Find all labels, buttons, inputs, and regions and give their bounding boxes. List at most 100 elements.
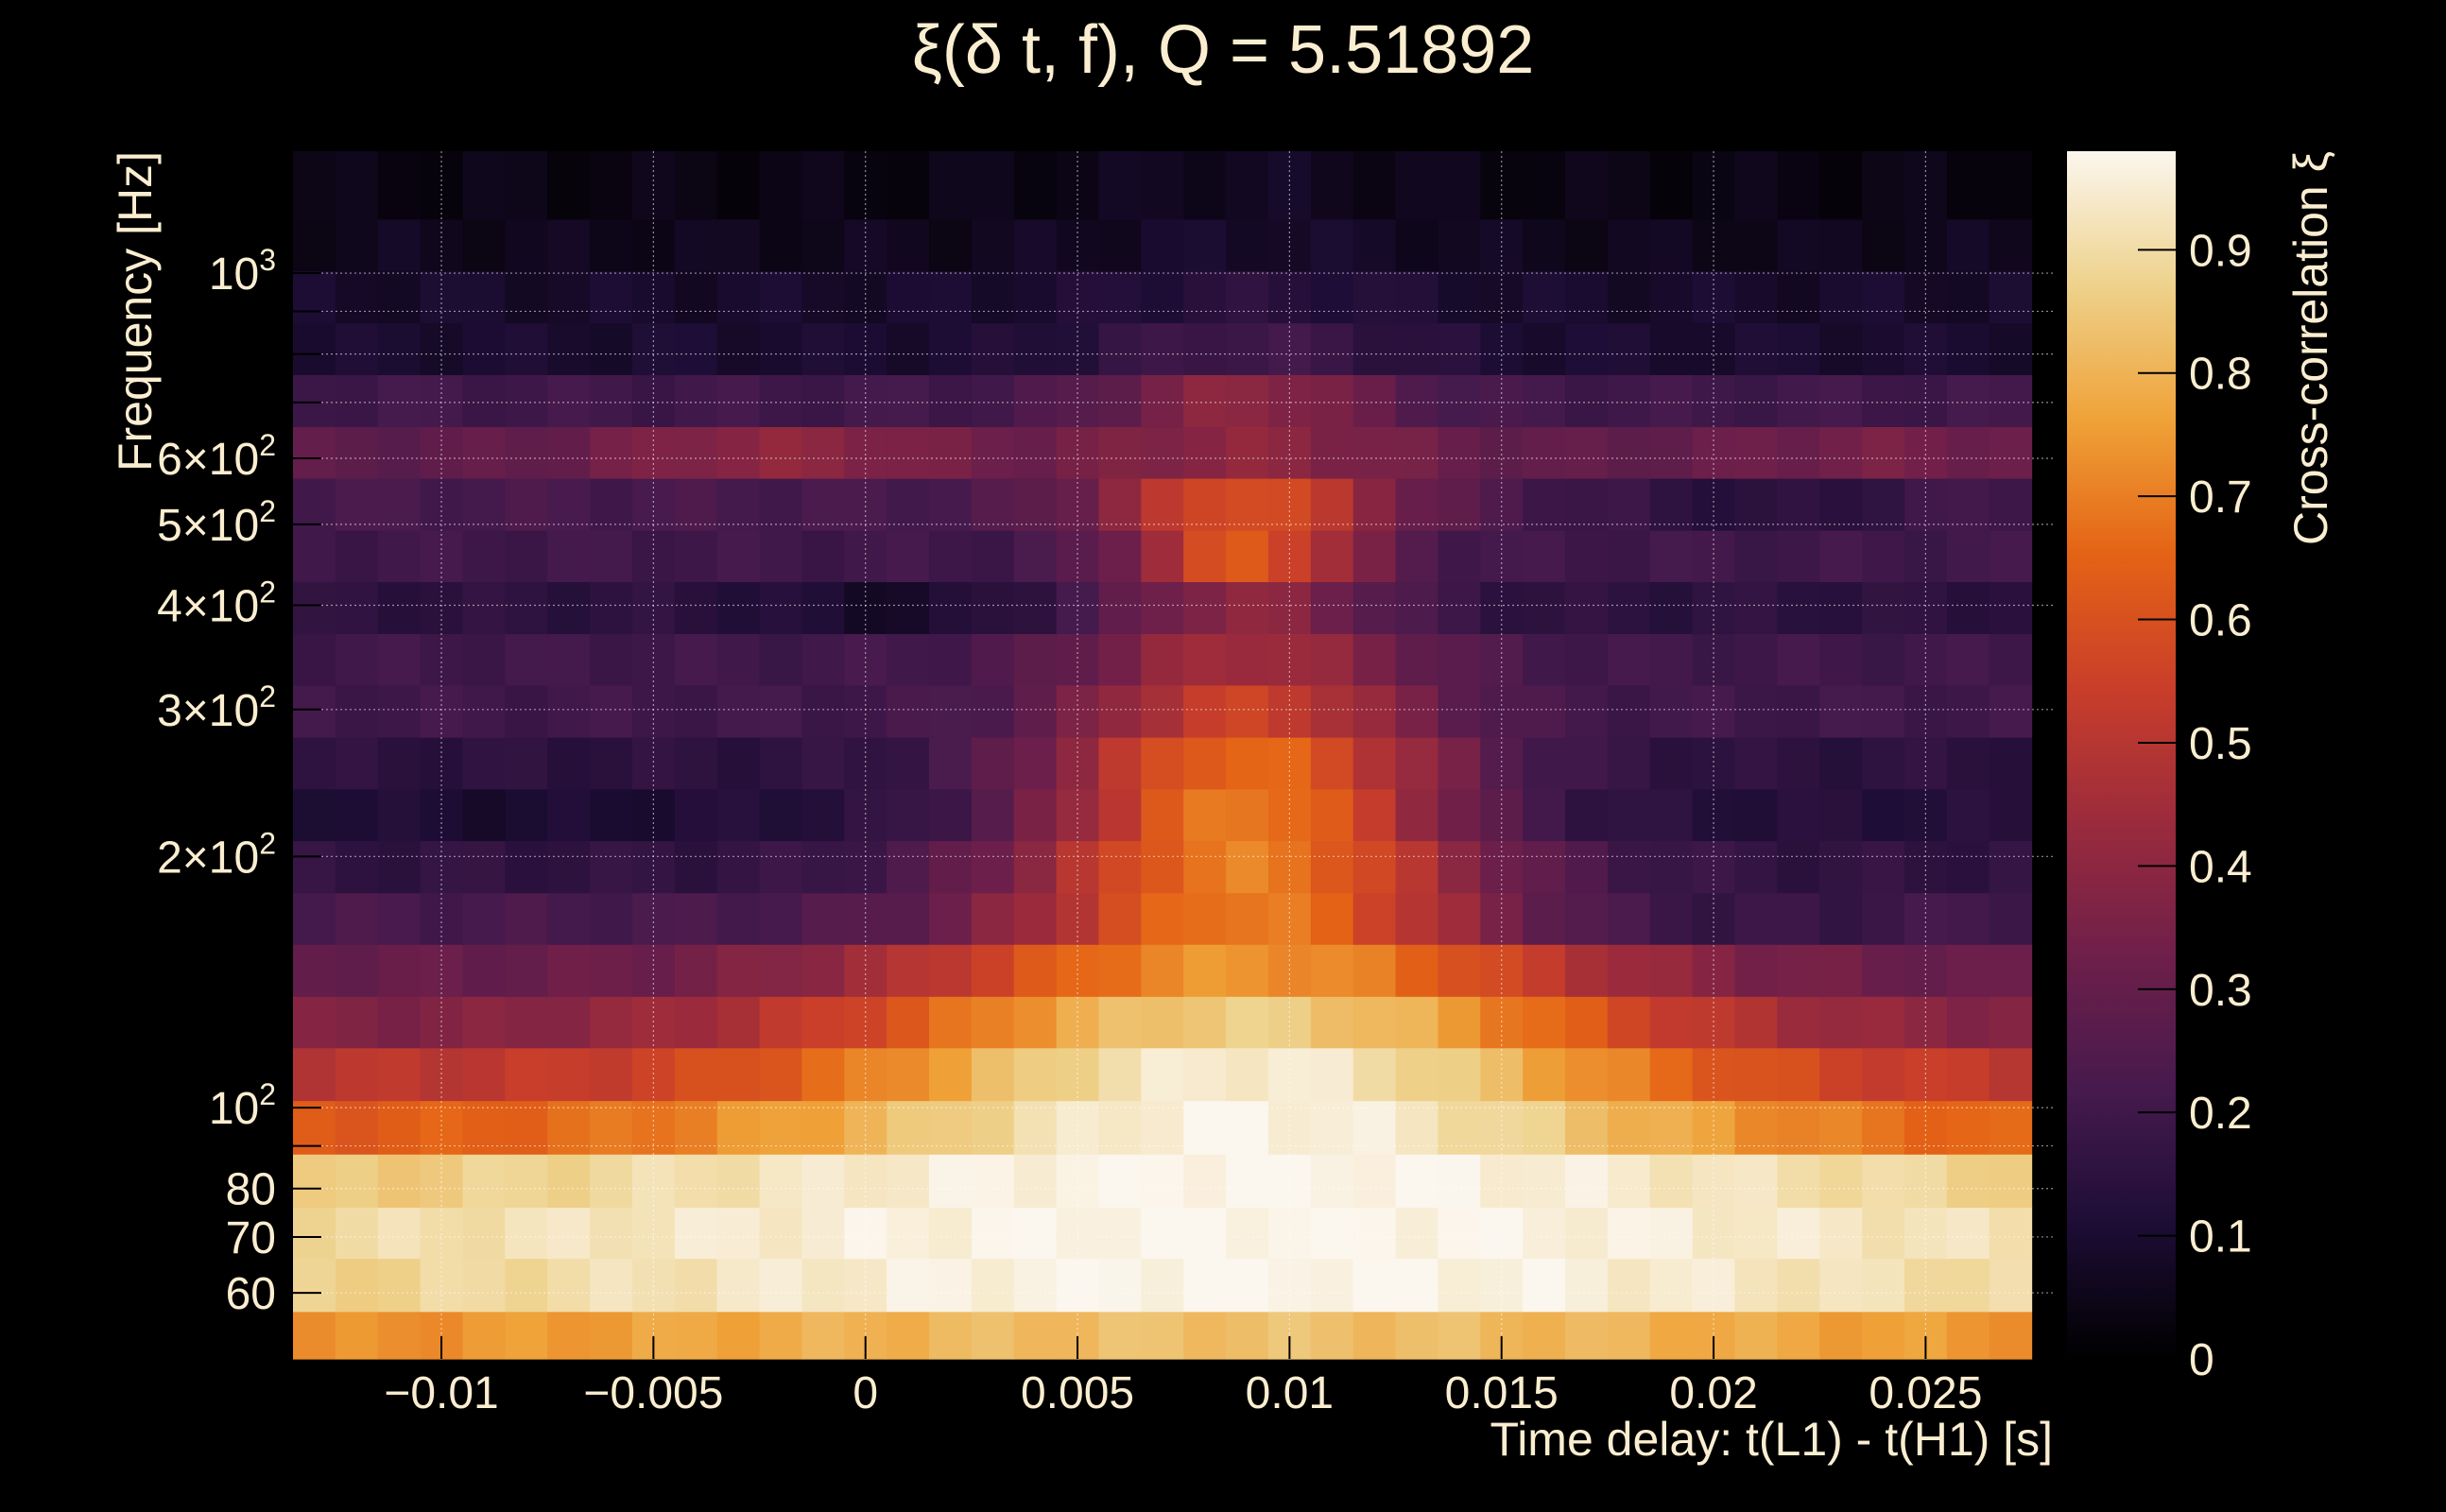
- heatmap-cell: [1226, 996, 1269, 1049]
- heatmap-cell: [1946, 581, 1990, 634]
- heatmap-cell: [1310, 892, 1354, 945]
- heatmap-cell: [1098, 788, 1142, 842]
- heatmap-cell: [1565, 737, 1609, 790]
- heatmap-cell: [462, 151, 506, 220]
- heatmap-cell: [335, 1311, 379, 1360]
- heatmap-cell: [1013, 151, 1058, 220]
- heatmap-cell: [1649, 1100, 1694, 1155]
- heatmap-cell: [1141, 581, 1184, 634]
- heatmap-cell: [1607, 840, 1651, 894]
- heatmap-cell: [1352, 581, 1397, 634]
- heatmap-cell: [801, 1311, 845, 1360]
- heatmap-cell: [1141, 322, 1184, 375]
- heatmap-cell: [1692, 322, 1736, 375]
- heatmap-cell: [1862, 1100, 1905, 1155]
- heatmap-cell: [971, 322, 1015, 375]
- heatmap-cell: [1352, 270, 1397, 324]
- heatmap-cell: [377, 684, 422, 738]
- heatmap-cell: [420, 322, 464, 375]
- heatmap-cell: [716, 426, 761, 479]
- heatmap-cell: [1267, 581, 1312, 634]
- heatmap-cell: [1438, 218, 1481, 272]
- heatmap-cell: [1098, 633, 1142, 686]
- heatmap-cell: [1183, 151, 1227, 220]
- heatmap-cell: [1607, 374, 1651, 427]
- heatmap-cell: [1989, 1100, 2033, 1155]
- heatmap-cell: [547, 322, 591, 375]
- heatmap-cell: [1438, 374, 1481, 427]
- heatmap-cell: [759, 151, 803, 220]
- heatmap-cell: [293, 840, 336, 894]
- heatmap-cell: [929, 684, 973, 738]
- heatmap-cell: [674, 1258, 718, 1313]
- heatmap-cell: [844, 737, 887, 790]
- heatmap-cell: [590, 684, 633, 738]
- heatmap-cell: [759, 218, 803, 272]
- heatmap-cell: [1226, 892, 1269, 945]
- heatmap-cell: [293, 1154, 336, 1209]
- heatmap-cell: [1056, 633, 1100, 686]
- heatmap-cell: [293, 633, 336, 686]
- heatmap-cell: [1438, 944, 1481, 997]
- heatmap-cell: [547, 840, 591, 894]
- heatmap-cell: [887, 426, 930, 479]
- x-tick-label: 0.005: [1021, 1368, 1134, 1418]
- heatmap-cell: [505, 737, 548, 790]
- heatmap-cell: [1310, 996, 1354, 1049]
- heatmap-cell: [1903, 530, 1948, 583]
- heatmap-cell: [1523, 1258, 1566, 1313]
- heatmap-cell: [1946, 684, 1990, 738]
- heatmap-cell: [1777, 426, 1820, 479]
- heatmap-cell: [1862, 996, 1905, 1049]
- heatmap-cell: [1226, 840, 1269, 894]
- heatmap-cell: [1819, 944, 1863, 997]
- heatmap-cell: [887, 684, 930, 738]
- heatmap-cell: [1013, 270, 1058, 324]
- heatmap-cell: [929, 151, 973, 220]
- heatmap-cell: [1480, 737, 1524, 790]
- heatmap-cell: [887, 892, 930, 945]
- heatmap-cell: [1438, 1154, 1481, 1209]
- y-tick-label: 6×102: [157, 428, 276, 485]
- heatmap-cell: [1946, 270, 1990, 324]
- heatmap-cell: [377, 1258, 422, 1313]
- heatmap-cell: [1819, 892, 1863, 945]
- heatmap-cell: [1565, 151, 1609, 220]
- heatmap-cell: [1013, 944, 1058, 997]
- heatmap-cell: [1352, 426, 1397, 479]
- heatmap-cell: [1734, 1207, 1778, 1260]
- heatmap-cell: [1903, 581, 1948, 634]
- heatmap-cell: [971, 1258, 1015, 1313]
- heatmap-cell: [335, 374, 379, 427]
- heatmap-cell: [1607, 477, 1651, 531]
- heatmap-cell: [1310, 1047, 1354, 1102]
- heatmap-cell: [1989, 892, 2033, 945]
- heatmap-cell: [971, 892, 1015, 945]
- heatmap-cell: [1607, 737, 1651, 790]
- heatmap-cell: [505, 218, 548, 272]
- heatmap-cell: [1903, 633, 1948, 686]
- heatmap-cell: [631, 737, 676, 790]
- heatmap-cell: [971, 151, 1015, 220]
- heatmap-cell: [1734, 1258, 1778, 1313]
- heatmap-cell: [1352, 892, 1397, 945]
- heatmap-cell: [1819, 270, 1863, 324]
- heatmap-cell: [1649, 1207, 1694, 1260]
- heatmap-cell: [1607, 996, 1651, 1049]
- heatmap-cell: [674, 477, 718, 531]
- heatmap-cell: [801, 1207, 845, 1260]
- heatmap-cell: [1013, 684, 1058, 738]
- heatmap-cell: [1183, 996, 1227, 1049]
- heatmap-cell: [1267, 633, 1312, 686]
- heatmap-cell: [1734, 1100, 1778, 1155]
- heatmap-cell: [759, 426, 803, 479]
- heatmap-cell: [1692, 581, 1736, 634]
- y-tick-label: 70: [226, 1213, 276, 1263]
- heatmap-cell: [335, 581, 379, 634]
- heatmap-cell: [1310, 581, 1354, 634]
- heatmap-cell: [1352, 477, 1397, 531]
- heatmap-cell: [1267, 684, 1312, 738]
- heatmap-cell: [547, 788, 591, 842]
- heatmap-cell: [1946, 788, 1990, 842]
- heatmap-cell: [1523, 788, 1566, 842]
